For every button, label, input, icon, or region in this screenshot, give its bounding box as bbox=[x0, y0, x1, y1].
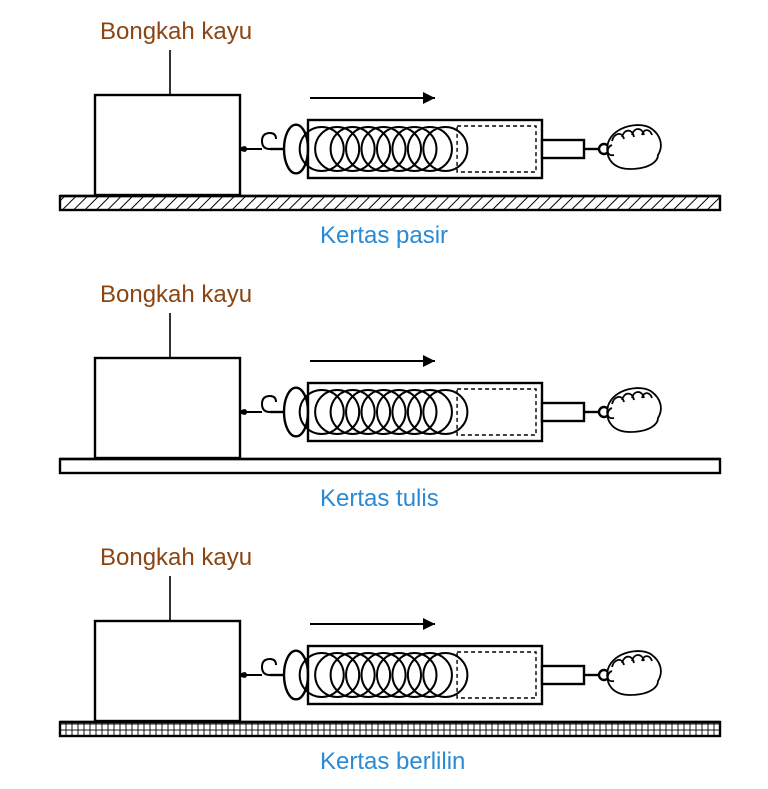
experiment-panel-2: Bongkah kayu Kertas berlilin bbox=[0, 526, 768, 789]
experiment-panel-1: Bongkah kayu Kertas tulis bbox=[0, 263, 768, 526]
block-label: Bongkah kayu bbox=[100, 544, 252, 572]
surface-label: Kertas berlilin bbox=[320, 748, 465, 776]
surface-label: Kertas tulis bbox=[320, 485, 439, 513]
block-label: Bongkah kayu bbox=[100, 281, 252, 309]
block-label: Bongkah kayu bbox=[100, 18, 252, 46]
experiment-panel-0: Bongkah kayu Kertas pasir bbox=[0, 0, 768, 263]
surface-label: Kertas pasir bbox=[320, 222, 448, 250]
